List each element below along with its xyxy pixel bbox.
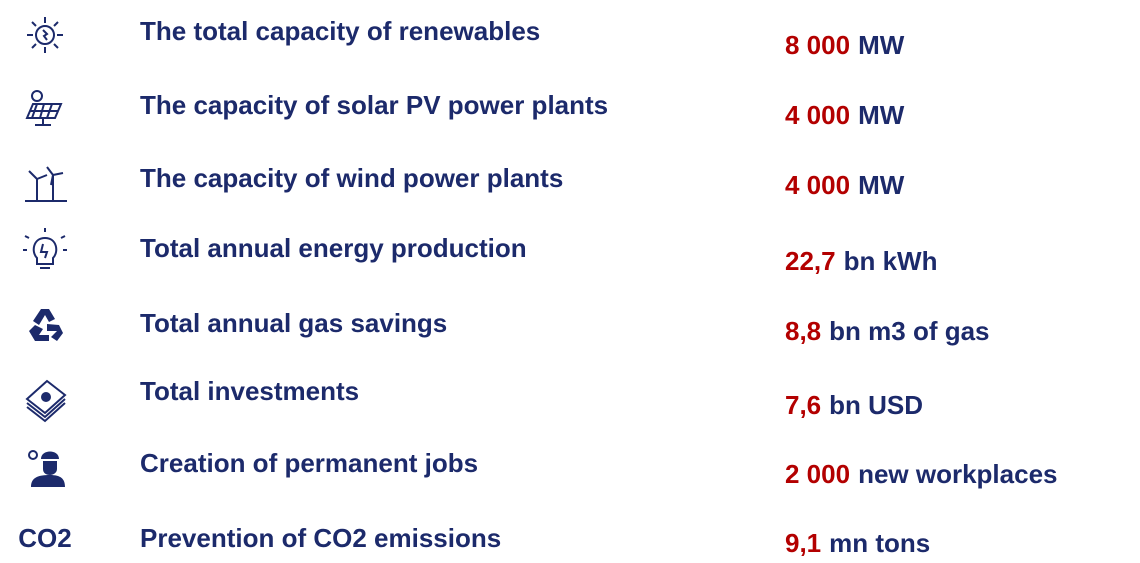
money-icon xyxy=(25,379,67,423)
row-value: 8 000 MW xyxy=(785,30,905,60)
value-unit: new workplaces xyxy=(858,459,1057,489)
row-value: 7,6 bn USD xyxy=(785,390,923,420)
value-unit: bn m3 of gas xyxy=(829,316,989,346)
value-number: 9,1 xyxy=(785,528,821,558)
row-label: Total annual gas savings xyxy=(140,308,447,338)
row-value: 22,7 bn kWh xyxy=(785,246,937,276)
value-number: 22,7 xyxy=(785,246,836,276)
value-number: 4 000 xyxy=(785,170,850,200)
bulb-icon xyxy=(23,228,67,269)
row-value: 4 000 MW xyxy=(785,170,905,200)
row-label: The capacity of solar PV power plants xyxy=(140,90,608,120)
value-number: 7,6 xyxy=(785,390,821,420)
value-unit: bn kWh xyxy=(844,246,938,276)
row-value: 9,1 mn tons xyxy=(785,528,930,558)
recycle-icon xyxy=(29,309,63,341)
wind-turbines-icon xyxy=(25,166,67,202)
solar-panel-icon xyxy=(25,90,63,126)
co2-icon: CO2 xyxy=(18,523,71,553)
value-number: 2 000 xyxy=(785,459,850,489)
row-label: The capacity of wind power plants xyxy=(140,163,563,193)
worker-icon xyxy=(28,450,65,487)
row-label: Total investments xyxy=(140,376,359,406)
row-value: 4 000 MW xyxy=(785,100,905,130)
row-label: The total capacity of renewables xyxy=(140,16,540,46)
value-unit: MW xyxy=(858,100,905,130)
row-label: Creation of permanent jobs xyxy=(140,448,478,478)
value-number: 8 000 xyxy=(785,30,850,60)
row-value: 8,8 bn m3 of gas xyxy=(785,316,990,346)
value-unit: bn USD xyxy=(829,390,923,420)
value-unit: MW xyxy=(858,170,905,200)
value-number: 8,8 xyxy=(785,316,821,346)
value-number: 4 000 xyxy=(785,100,850,130)
sun-icon xyxy=(27,17,63,53)
value-unit: MW xyxy=(858,30,905,60)
row-label: Total annual energy production xyxy=(140,233,527,263)
row-label: Prevention of CO2 emissions xyxy=(140,523,501,553)
value-unit: mn tons xyxy=(829,528,930,558)
row-value: 2 000 new workplaces xyxy=(785,459,1058,489)
